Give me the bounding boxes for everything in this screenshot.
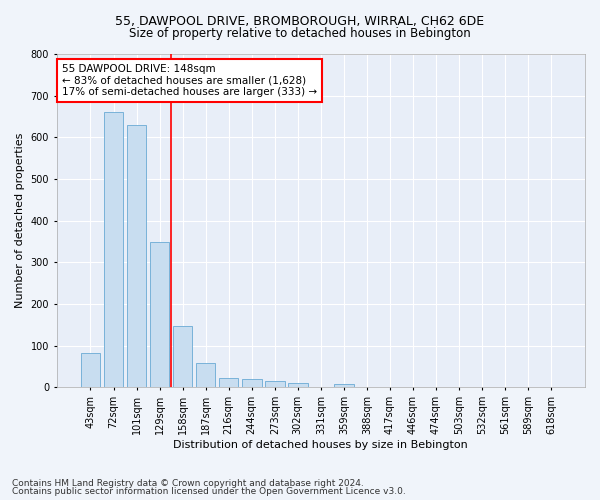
Y-axis label: Number of detached properties: Number of detached properties (15, 133, 25, 308)
Text: 55, DAWPOOL DRIVE, BROMBOROUGH, WIRRAL, CH62 6DE: 55, DAWPOOL DRIVE, BROMBOROUGH, WIRRAL, … (115, 15, 485, 28)
Bar (242, 379, 262, 388)
X-axis label: Distribution of detached houses by size in Bebington: Distribution of detached houses by size … (173, 440, 468, 450)
Bar (265, 381, 284, 388)
Bar (127, 125, 146, 388)
Text: Size of property relative to detached houses in Bebington: Size of property relative to detached ho… (129, 28, 471, 40)
Bar (219, 378, 238, 388)
Bar (150, 242, 169, 388)
Bar (173, 326, 193, 388)
Bar (81, 353, 100, 388)
Text: 55 DAWPOOL DRIVE: 148sqm
← 83% of detached houses are smaller (1,628)
17% of sem: 55 DAWPOOL DRIVE: 148sqm ← 83% of detach… (62, 64, 317, 97)
Bar (334, 384, 353, 388)
Text: Contains HM Land Registry data © Crown copyright and database right 2024.: Contains HM Land Registry data © Crown c… (12, 478, 364, 488)
Text: Contains public sector information licensed under the Open Government Licence v3: Contains public sector information licen… (12, 487, 406, 496)
Bar (104, 112, 124, 388)
Bar (288, 384, 308, 388)
Bar (196, 364, 215, 388)
